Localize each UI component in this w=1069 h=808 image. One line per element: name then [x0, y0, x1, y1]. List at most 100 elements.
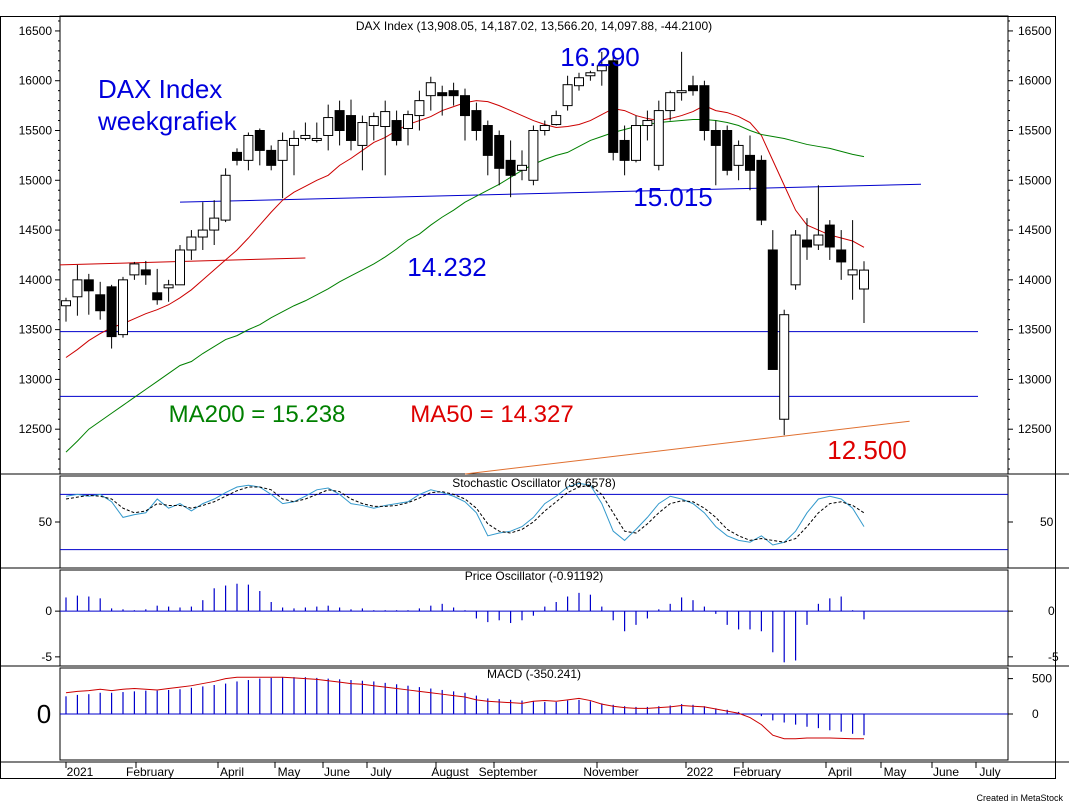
trendlines — [59, 183, 978, 475]
candle — [836, 230, 847, 280]
candle-body — [699, 85, 710, 132]
candle-body — [642, 120, 653, 127]
candle-body — [152, 292, 163, 301]
time-label: 2022 — [687, 765, 714, 779]
candle-body — [243, 134, 254, 161]
candle — [813, 185, 824, 250]
stochastic-d-line — [65, 484, 865, 543]
candle-body — [608, 60, 619, 153]
candle — [710, 120, 721, 186]
candle — [619, 125, 630, 176]
stochastic-title: Stochastic Oscillator (36.6578) — [452, 476, 615, 490]
price-tick-label-right: 13000 — [1018, 372, 1052, 386]
price-tick-label-left: 14500 — [19, 223, 53, 237]
stochastic-k-line — [65, 482, 865, 546]
candle — [779, 309, 790, 436]
candle-body — [186, 236, 197, 251]
candle — [380, 100, 391, 176]
candle — [847, 220, 858, 300]
candle — [129, 261, 140, 280]
candle — [163, 279, 174, 302]
candle-body — [688, 85, 698, 92]
candle-body — [197, 229, 208, 238]
series-ma200 — [65, 119, 865, 453]
candle — [106, 284, 117, 349]
candle — [346, 99, 356, 151]
candle-body — [266, 149, 277, 166]
panel-frame-2 — [59, 569, 1009, 667]
candle-body — [802, 239, 812, 248]
candle-body — [83, 279, 94, 292]
candle — [733, 140, 744, 181]
candle — [220, 168, 231, 223]
price-tick-label-right: 16500 — [1018, 24, 1052, 38]
price-oscillator-panel: 0 0 -5 -5 — [41, 583, 1059, 664]
time-axis: 2021 February April May June July August Septem… — [65, 762, 1001, 779]
price-oscillator-tick-label: 0 — [1048, 604, 1055, 618]
price-tick-label-left: 14000 — [19, 273, 53, 287]
annotation-6: 12.500 — [827, 435, 907, 465]
candle — [802, 218, 812, 260]
candle-body — [733, 144, 744, 166]
candle-body — [437, 92, 448, 97]
annotation-line: weekgrafiek — [97, 106, 238, 136]
candle — [254, 128, 265, 166]
price-oscillator-tick-label: 0 — [45, 604, 52, 618]
candle-body — [289, 137, 299, 146]
price-tick-label-left: 13500 — [19, 323, 53, 337]
chart-title: DAX Index (13,908.05, 14,187.02, 13,566.… — [356, 19, 712, 33]
candle — [608, 55, 619, 161]
annotation-line: 15.015 — [633, 182, 713, 212]
price-oscillator-title: Price Oscillator (-0.91192) — [465, 569, 604, 583]
candle-body — [517, 164, 527, 171]
annotation-line: DAX Index — [98, 74, 222, 104]
candle-body — [631, 125, 641, 161]
candle-body — [767, 249, 778, 370]
candle-body — [232, 151, 242, 161]
macd-zero-label: 0 — [37, 699, 51, 729]
candle-body — [300, 134, 311, 139]
annotation-line: 16.290 — [560, 42, 640, 72]
candle-body — [277, 139, 288, 161]
candle — [517, 150, 527, 181]
annotation-5: MA50 = 14.327 — [410, 401, 573, 428]
candle — [118, 276, 128, 338]
candle — [232, 148, 242, 166]
candle-body — [334, 110, 345, 132]
candle — [482, 120, 493, 176]
candle — [266, 145, 277, 171]
time-label: July — [979, 765, 1000, 779]
annotation-line: 12.500 — [827, 435, 907, 465]
macd-tick-label: 0 — [1032, 707, 1039, 721]
price-tick-label-right: 12500 — [1018, 422, 1052, 436]
candle — [767, 230, 778, 370]
candle-body — [710, 130, 721, 146]
candlesticks — [61, 51, 869, 436]
time-label: February — [733, 765, 781, 779]
time-label: August — [431, 765, 469, 779]
candle-body — [676, 90, 687, 94]
candle-body — [574, 77, 584, 87]
candle-body — [824, 224, 835, 248]
candle-body — [357, 122, 368, 146]
candle-body — [95, 294, 106, 312]
candle-body — [460, 95, 470, 117]
candle — [437, 85, 448, 116]
annotation-4: MA200 = 15.238 — [169, 401, 346, 428]
candle-body — [471, 110, 482, 132]
annotation-line: MA50 = 14.327 — [410, 401, 573, 428]
candle-body — [722, 130, 733, 171]
annotation-line: 14.232 — [407, 252, 487, 282]
candle — [574, 72, 584, 91]
candle — [357, 115, 368, 171]
candle-body — [779, 314, 790, 420]
candle — [277, 132, 288, 199]
candle — [665, 90, 676, 121]
candle — [403, 110, 413, 146]
candle — [83, 273, 94, 315]
outer-frame — [0, 16, 1056, 779]
candle-body — [482, 125, 493, 156]
candle-body — [539, 125, 550, 131]
price-tick-label-left: 15500 — [19, 124, 53, 138]
price-tick-label-right: 14000 — [1018, 273, 1052, 287]
